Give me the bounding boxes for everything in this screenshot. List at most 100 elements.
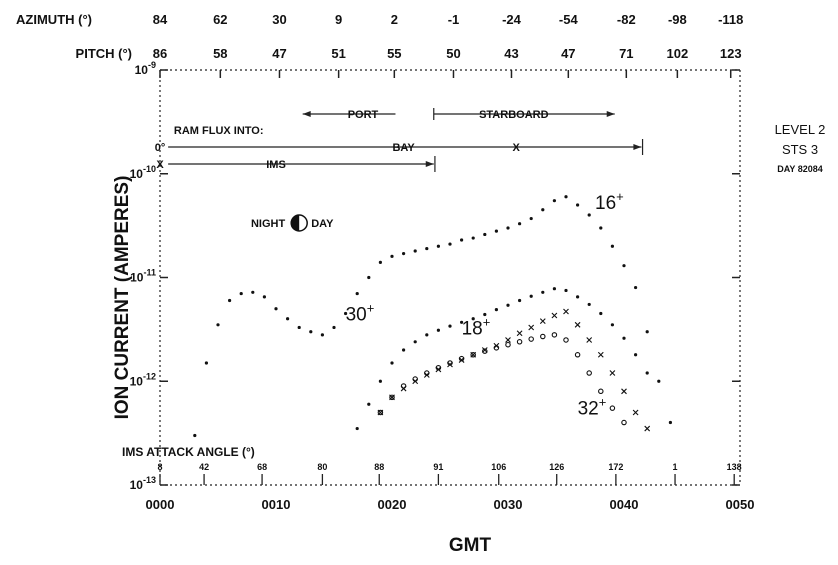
data-point — [400, 383, 407, 389]
x-tick-label: 0020 — [378, 497, 407, 512]
data-point — [425, 333, 429, 337]
data-point — [564, 288, 568, 293]
x-tick-label: 0010 — [262, 497, 291, 512]
attack-tick-label: 88 — [374, 462, 384, 472]
plot-frame — [159, 69, 741, 486]
data-point — [390, 361, 394, 365]
azimuth-tick-label: -1 — [448, 12, 460, 27]
data-point — [563, 308, 569, 315]
data-point — [598, 388, 604, 395]
data-point — [460, 238, 464, 242]
starboard-label: STARBOARD — [479, 109, 549, 121]
label-16plus: 16+ — [595, 189, 624, 214]
azimuth-tick-label: 30 — [272, 12, 286, 27]
data-point — [634, 353, 638, 357]
data-point — [541, 290, 545, 294]
night-label: NIGHT — [251, 218, 286, 230]
data-point — [505, 341, 511, 348]
y-tick-label: 10-13 — [130, 475, 156, 492]
attack-tick-label: 68 — [257, 462, 267, 472]
x-tick-label: 0000 — [146, 497, 175, 512]
data-point — [563, 337, 569, 343]
attack-angle-label: IMS ATTACK ANGLE (°) — [122, 445, 255, 459]
data-point — [493, 345, 500, 351]
x-tick-label: 0050 — [726, 497, 755, 512]
data-point — [599, 311, 603, 316]
data-point — [355, 291, 359, 296]
pitch-tick-label: 71 — [619, 46, 633, 61]
data-point — [586, 370, 592, 376]
data-point — [518, 222, 522, 226]
data-point — [587, 302, 591, 307]
azimuth-axis-label: AZIMUTH (°) — [16, 12, 92, 27]
label-32plus: 32+ — [578, 395, 607, 420]
ram-flux-label: RAM FLUX INTO: — [174, 125, 264, 137]
azimuth-tick-label: 9 — [335, 12, 342, 27]
data-point — [494, 308, 498, 312]
pitch-tick-label: 47 — [272, 46, 286, 61]
data-point — [355, 426, 359, 431]
bay-arrowhead — [633, 144, 642, 150]
ims-label: IMS — [266, 159, 286, 171]
side-day: DAY 82084 — [777, 164, 823, 174]
y-tick-label: 10-11 — [130, 268, 156, 285]
data-point — [610, 323, 615, 327]
side-panel: LEVEL 2 STS 3 DAY 82084 — [775, 122, 826, 174]
data-point — [425, 246, 429, 251]
bay-label: BAY — [392, 142, 415, 154]
x-tick-label: 0030 — [494, 497, 523, 512]
pitch-tick-label: 123 — [720, 46, 742, 61]
data-point — [576, 203, 580, 207]
data-point — [610, 244, 615, 248]
pitch-tick-label: 47 — [561, 46, 575, 61]
data-point — [402, 251, 406, 256]
data-point — [599, 226, 603, 230]
series-30plus — [355, 287, 649, 431]
day-label: DAY — [311, 218, 334, 230]
azimuth-tick-label: -54 — [559, 12, 579, 27]
attack-tick-label: 80 — [317, 462, 327, 472]
data-point — [377, 409, 384, 416]
y-tick-label: 10-9 — [135, 60, 156, 77]
data-point — [448, 242, 452, 246]
data-point — [251, 290, 255, 294]
data-point — [586, 337, 593, 343]
data-point — [332, 325, 336, 330]
side-sts: STS 3 — [782, 142, 818, 157]
data-point — [529, 294, 533, 298]
pitch-tick-label: 86 — [153, 46, 167, 61]
data-point — [471, 317, 475, 321]
data-point — [344, 311, 348, 316]
data-point — [367, 275, 371, 280]
data-point — [309, 330, 313, 334]
data-point — [657, 379, 661, 383]
data-point — [551, 332, 558, 338]
pitch-tick-label: 51 — [331, 46, 345, 61]
y-tick-label: 10-12 — [130, 371, 156, 388]
data-point — [518, 298, 522, 303]
x-axis-title: GMT — [449, 535, 492, 556]
data-point — [458, 355, 465, 362]
data-point — [448, 324, 452, 328]
data-point — [564, 195, 568, 199]
data-point — [609, 405, 616, 411]
data-point — [539, 318, 546, 324]
pitch-tick-label: 50 — [446, 46, 460, 61]
data-point — [622, 336, 626, 340]
series-16plus — [193, 195, 673, 438]
series-32plus — [377, 332, 627, 426]
data-point — [274, 307, 278, 311]
data-point — [634, 285, 638, 290]
data-point — [482, 348, 488, 354]
data-point — [297, 325, 301, 330]
data-point — [644, 425, 651, 432]
azimuth-tick-label: -82 — [617, 12, 636, 27]
data-point — [494, 229, 498, 233]
data-point — [286, 317, 290, 321]
data-point — [505, 337, 511, 343]
y-axis-title: ION CURRENT (AMPERES) — [112, 176, 133, 420]
data-point — [528, 324, 535, 331]
attack-tick-label: 126 — [549, 462, 564, 472]
data-series: 16+ 30+ 18+ 32+ — [193, 189, 673, 438]
data-point — [447, 360, 453, 366]
